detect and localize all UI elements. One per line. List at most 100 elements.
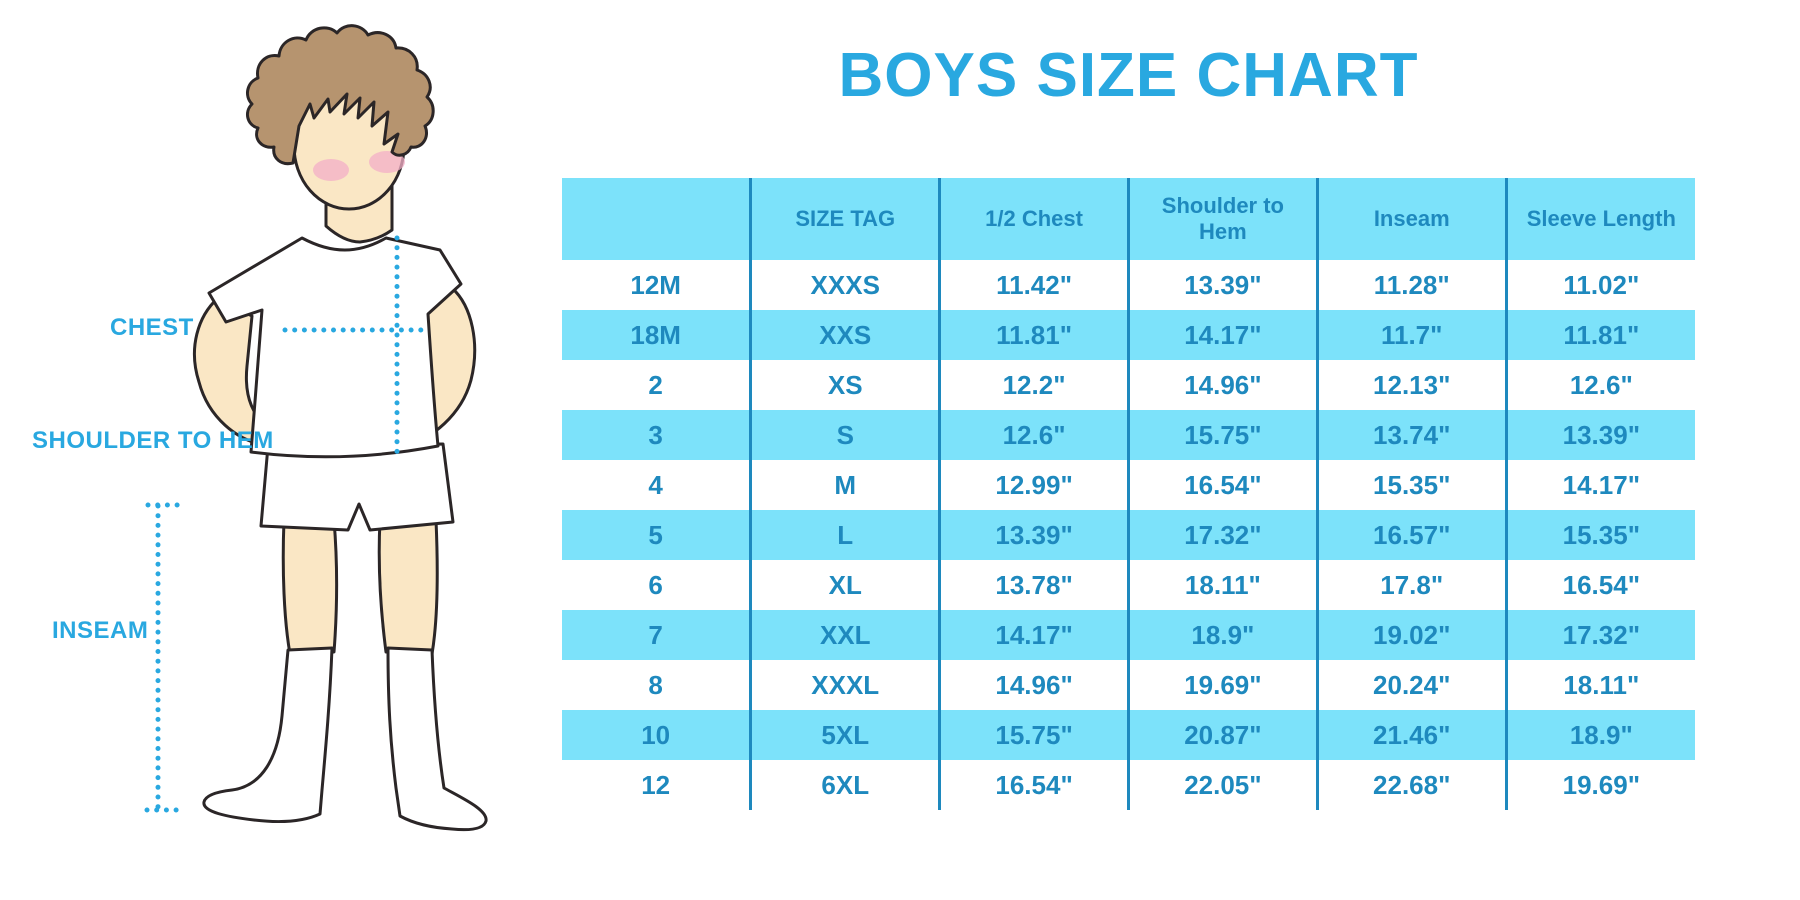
col-header-shoulder-to-hem: Shoulder to Hem <box>1126 178 1318 260</box>
measurement-value-cell: 18.11" <box>1504 660 1695 710</box>
hair <box>245 24 435 166</box>
measurement-value-cell: M <box>749 460 940 510</box>
measurement-value-cell: 15.75" <box>1126 410 1318 460</box>
measurement-value-cell: 17.32" <box>1504 610 1695 660</box>
table-header-row: SIZE TAG 1/2 Chest Shoulder to Hem Inseam Sl… <box>562 178 1695 260</box>
measurement-value-cell: 14.96" <box>938 660 1129 710</box>
measurement-value-cell: 18.9" <box>1504 710 1695 760</box>
measurement-value-cell: 16.57" <box>1315 510 1507 560</box>
measurement-value-cell: 15.35" <box>1504 510 1695 560</box>
left-sock <box>202 646 334 824</box>
measurement-value-cell: 11.81" <box>938 310 1129 360</box>
blush-left-cheek <box>313 159 349 181</box>
measurement-value-cell: 13.39" <box>1504 410 1695 460</box>
table-row: 12 6XL 16.54" 22.05" 22.68" 19.69" <box>562 760 1695 810</box>
col-header-inseam: Inseam <box>1315 178 1507 260</box>
measurement-value-cell: XXS <box>749 310 940 360</box>
size-label-cell: 4 <box>648 469 663 500</box>
col-header-sleeve-length: Sleeve Length <box>1504 178 1695 260</box>
table-row: 5 L 13.39" 17.32" 16.57" 15.35" <box>562 510 1695 560</box>
inseam-label: INSEAM <box>52 617 149 644</box>
table-row: 8 XXXL 14.96" 19.69" 20.24" 18.11" <box>562 660 1695 710</box>
col-header-blank <box>562 178 751 260</box>
size-label-cell: 5 <box>562 510 751 560</box>
right-leg <box>377 518 439 656</box>
measurement-value-cell: XXXS <box>749 260 940 310</box>
measurement-value-cell: 12.2" <box>938 360 1129 410</box>
size-label-cell: 12 <box>641 769 671 800</box>
table-row: 2 XS 12.2" 14.96" 12.13" 12.6" <box>562 360 1695 410</box>
size-label-cell: 18M <box>562 310 751 360</box>
measurement-value-cell: 14.17" <box>938 610 1129 660</box>
page-title: BOYS SIZE CHART <box>838 41 1419 110</box>
table-row: 3 S 12.6" 15.75" 13.74" 13.39" <box>562 410 1695 460</box>
measurement-value-cell: 11.81" <box>1504 310 1695 360</box>
measurement-value-cell: 11.42" <box>938 260 1129 310</box>
measurement-value-cell: 13.39" <box>938 510 1129 560</box>
shoulder-to-hem-label: SHOULDER TO HEM <box>32 427 274 454</box>
col-header-size-tag: SIZE TAG <box>749 178 940 260</box>
measurement-value-cell: XS <box>749 360 940 410</box>
size-label-cell: 12M <box>630 269 681 300</box>
size-label-cell: 7 <box>562 610 751 660</box>
measurement-value-cell: 16.54" <box>938 760 1129 810</box>
measurement-value-cell: 11.7" <box>1315 310 1507 360</box>
measurement-value-cell: 14.17" <box>1126 310 1318 360</box>
measurement-value-cell: 18.11" <box>1126 560 1318 610</box>
measurement-value-cell: 14.96" <box>1126 360 1318 410</box>
measurement-value-cell: 17.32" <box>1126 510 1318 560</box>
size-label-cell: 8 <box>648 669 663 700</box>
table-row: 10 5XL 15.75" 20.87" 21.46" 18.9" <box>562 710 1695 760</box>
measurement-value-cell: 15.35" <box>1315 460 1507 510</box>
measurement-value-cell: S <box>749 410 940 460</box>
left-leg <box>281 518 339 656</box>
right-sock <box>386 646 488 832</box>
boy-measurement-illustration <box>144 24 488 832</box>
measurement-value-cell: 20.24" <box>1315 660 1507 710</box>
blush-right-cheek <box>369 151 405 173</box>
measurement-value-cell: 22.05" <box>1126 760 1318 810</box>
measurement-value-cell: 12.13" <box>1315 360 1507 410</box>
table-row: 6 XL 13.78" 18.11" 17.8" 16.54" <box>562 560 1695 610</box>
size-label-cell: 10 <box>562 710 751 760</box>
measurement-value-cell: 18.9" <box>1126 610 1318 660</box>
measurement-value-cell: 19.69" <box>1504 760 1695 810</box>
shorts <box>259 442 455 532</box>
size-label-cell: 6 <box>648 569 663 600</box>
table-row: 18M XXS 11.81" 14.17" 11.7" 11.81" <box>562 310 1695 360</box>
measurement-value-cell: 6XL <box>749 760 940 810</box>
measurement-value-cell: 20.87" <box>1126 710 1318 760</box>
measurement-value-cell: 15.75" <box>938 710 1129 760</box>
measurement-value-cell: 17.8" <box>1315 560 1507 610</box>
measurement-value-cell: 14.17" <box>1504 460 1695 510</box>
measurement-value-cell: 16.54" <box>1126 460 1318 510</box>
col-header-1-2-chest: 1/2 Chest <box>938 178 1129 260</box>
measurement-value-cell: 11.02" <box>1504 260 1695 310</box>
measurement-value-cell: 19.02" <box>1315 610 1507 660</box>
chest-label: CHEST <box>110 314 194 341</box>
measurement-value-cell: XL <box>749 560 940 610</box>
measurement-value-cell: 21.46" <box>1315 710 1507 760</box>
measurement-value-cell: L <box>749 510 940 560</box>
measurement-value-cell: 13.78" <box>938 560 1129 610</box>
measurement-value-cell: 12.6" <box>938 410 1129 460</box>
size-table: SIZE TAG 1/2 Chest Shoulder to Hem Inseam Sl… <box>562 178 1695 810</box>
size-label-cell: 3 <box>562 410 751 460</box>
measurement-value-cell: 19.69" <box>1126 660 1318 710</box>
measurement-value-cell: 13.39" <box>1126 260 1318 310</box>
measurement-value-cell: 13.74" <box>1315 410 1507 460</box>
measurement-value-cell: 16.54" <box>1504 560 1695 610</box>
table-row: 12M XXXS 11.42" 13.39" 11.28" 11.02" <box>562 260 1695 310</box>
size-label-cell: 2 <box>648 369 663 400</box>
measurement-value-cell: 12.99" <box>938 460 1129 510</box>
left-arm <box>192 296 278 448</box>
table-row: 4 M 12.99" 16.54" 15.35" 14.17" <box>562 460 1695 510</box>
table-row: 7 XXL 14.17" 18.9" 19.02" 17.32" <box>562 610 1695 660</box>
measurement-value-cell: 11.28" <box>1315 260 1507 310</box>
measurement-value-cell: 12.6" <box>1504 360 1695 410</box>
measurement-value-cell: 5XL <box>749 710 940 760</box>
measurement-value-cell: XXXL <box>749 660 940 710</box>
measurement-value-cell: 22.68" <box>1315 760 1507 810</box>
measurement-value-cell: XXL <box>749 610 940 660</box>
